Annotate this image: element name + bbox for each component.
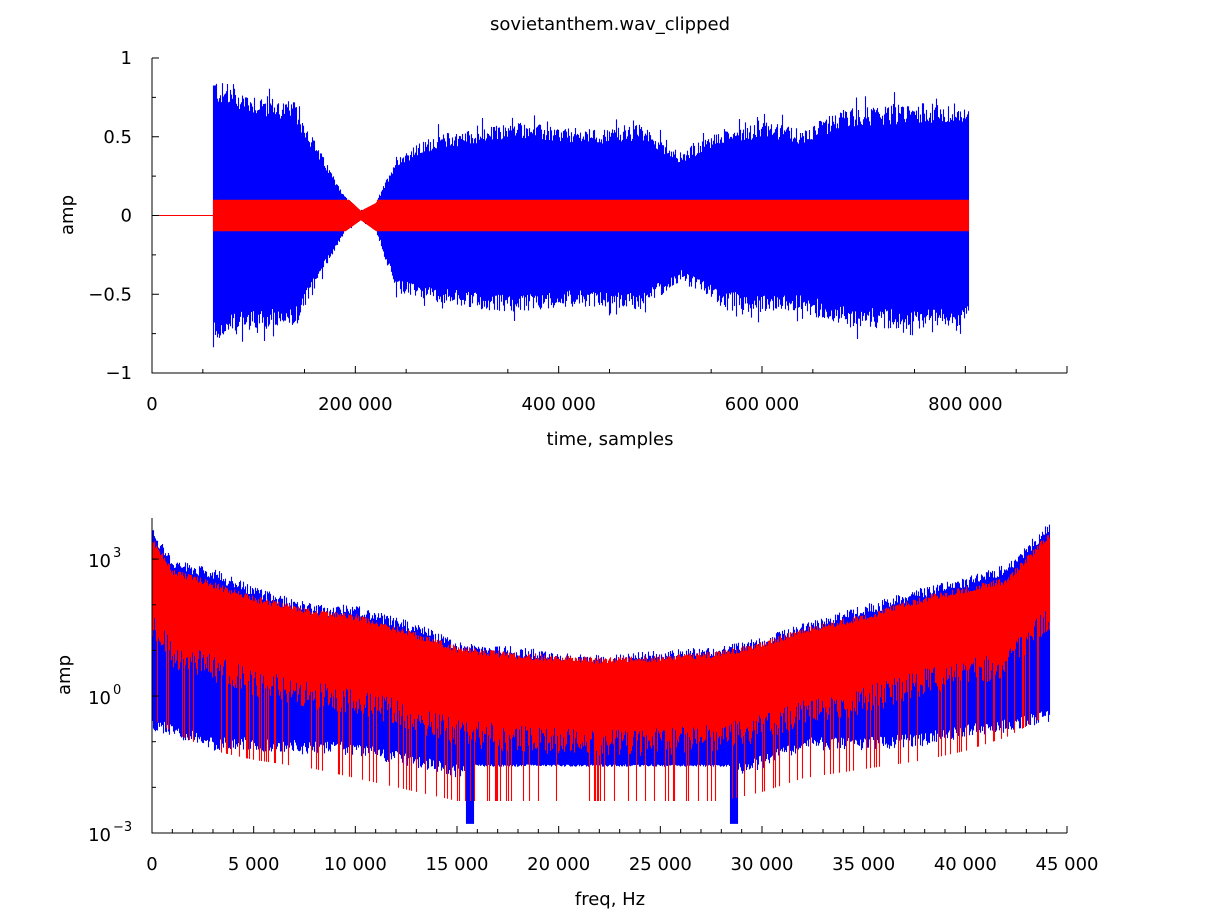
y-tick-base: 10 [88,688,111,709]
spectrum-plot-ticks: 0 5 000 10 000 15 000 20 000 25 000 30 000 35 0… [88,546,1098,875]
spectrum-plot-series [151,524,1051,824]
time-plot: sovietanthem.wav_clipped 0 200 000 400 000… [57,14,1068,450]
y-tick-base: 10 [88,825,111,846]
x-tick-label: 20 000 [527,854,590,875]
x-tick-label: 600 000 [725,394,799,415]
x-tick-label: 15 000 [426,854,489,875]
y-tick-exponent: 0 [113,683,121,698]
x-tick-label: 30 000 [731,854,794,875]
x-tick-label: 25 000 [629,854,692,875]
x-tick-label: 200 000 [318,394,392,415]
y-tick-label: −0.5 [88,284,132,305]
x-tick-label: 40 000 [934,854,997,875]
x-tick-label: 35 000 [832,854,895,875]
x-tick-label: 5 000 [228,854,280,875]
x-tick-label: 800 000 [928,394,1002,415]
series-line-clipped [212,199,970,232]
x-tick-label: 45 000 [1036,854,1099,875]
y-tick-label: −1 [105,363,132,384]
y-tick-label: 0.5 [103,127,132,148]
x-tick-label: 0 [146,394,157,415]
series-line-clipped-spectrum [151,535,1051,802]
time-plot-ylabel: amp [57,195,78,235]
y-tick-base: 10 [88,551,111,572]
spectrum-plot-ylabel: amp [54,655,75,695]
time-plot-ticks: 0 200 000 400 000 600 000 800 000 1 0.5 0 −0.5 −1 [88,48,1068,415]
x-tick-label: 10 000 [324,854,387,875]
y-tick-label: 1 [121,48,132,69]
x-tick-label: 0 [146,854,157,875]
time-plot-xlabel: time, samples [547,429,674,450]
y-tick-exponent: 3 [113,546,121,561]
y-tick-label: 0 [121,206,132,227]
spectrum-plot: 0 5 000 10 000 15 000 20 000 25 000 30 000 35 0… [54,518,1098,910]
time-plot-series [152,83,970,348]
chart-title: sovietanthem.wav_clipped [490,14,730,35]
x-tick-label: 400 000 [521,394,595,415]
y-tick-exponent: −3 [113,820,132,835]
spectrum-plot-xlabel: freq, Hz [575,889,645,910]
